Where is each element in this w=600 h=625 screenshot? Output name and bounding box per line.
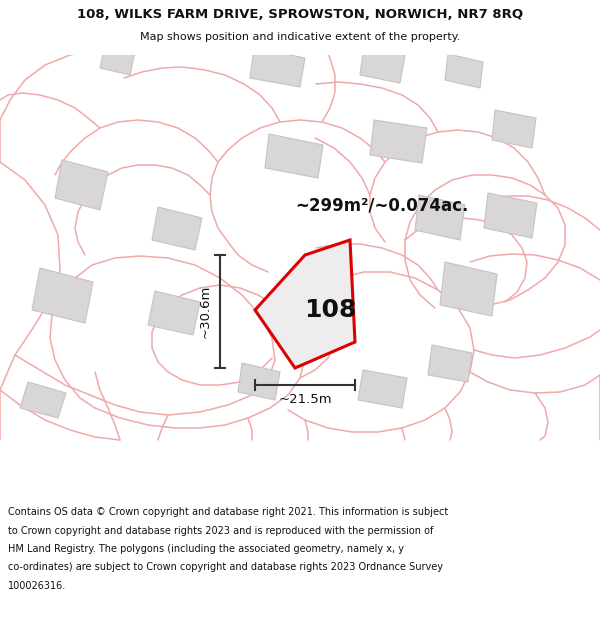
Polygon shape	[100, 45, 135, 75]
Polygon shape	[32, 268, 93, 323]
Polygon shape	[370, 120, 427, 163]
Polygon shape	[20, 382, 66, 418]
Polygon shape	[428, 345, 472, 382]
Text: to Crown copyright and database rights 2023 and is reproduced with the permissio: to Crown copyright and database rights 2…	[8, 526, 433, 536]
Text: ~299m²/~0.074ac.: ~299m²/~0.074ac.	[295, 196, 469, 214]
Polygon shape	[255, 240, 355, 368]
Polygon shape	[492, 110, 536, 148]
Text: 108: 108	[304, 298, 356, 322]
Polygon shape	[360, 46, 405, 83]
Text: 108, WILKS FARM DRIVE, SPROWSTON, NORWICH, NR7 8RQ: 108, WILKS FARM DRIVE, SPROWSTON, NORWIC…	[77, 9, 523, 21]
Polygon shape	[415, 195, 465, 240]
Text: 100026316.: 100026316.	[8, 581, 66, 591]
Text: ~21.5m: ~21.5m	[278, 393, 332, 406]
Polygon shape	[445, 54, 483, 88]
Polygon shape	[440, 262, 497, 316]
Text: HM Land Registry. The polygons (including the associated geometry, namely x, y: HM Land Registry. The polygons (includin…	[8, 544, 404, 554]
Polygon shape	[55, 160, 108, 210]
Polygon shape	[250, 48, 305, 87]
Text: Map shows position and indicative extent of the property.: Map shows position and indicative extent…	[140, 32, 460, 42]
Text: Contains OS data © Crown copyright and database right 2021. This information is : Contains OS data © Crown copyright and d…	[8, 507, 448, 517]
Text: co-ordinates) are subject to Crown copyright and database rights 2023 Ordnance S: co-ordinates) are subject to Crown copyr…	[8, 562, 443, 572]
Polygon shape	[484, 193, 537, 238]
Polygon shape	[265, 134, 323, 178]
Polygon shape	[148, 291, 200, 335]
Text: ~30.6m: ~30.6m	[199, 285, 212, 338]
Polygon shape	[152, 207, 202, 250]
Polygon shape	[358, 370, 407, 408]
Polygon shape	[238, 363, 280, 400]
